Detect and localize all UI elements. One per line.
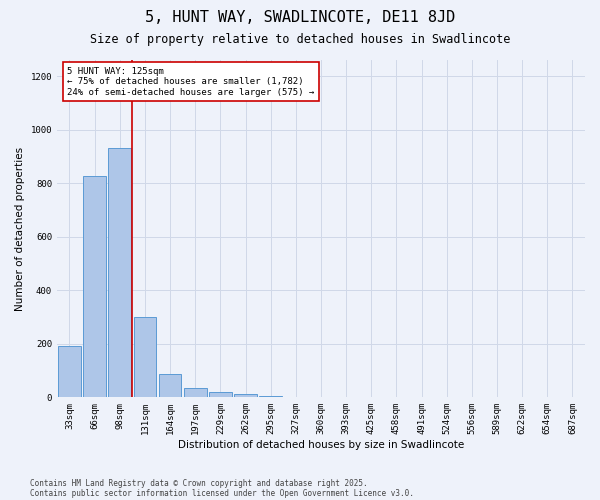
Text: 5 HUNT WAY: 125sqm
← 75% of detached houses are smaller (1,782)
24% of semi-deta: 5 HUNT WAY: 125sqm ← 75% of detached hou… [67, 66, 315, 96]
Bar [159, 374, 181, 398]
Bar [58, 346, 81, 398]
Bar [259, 396, 282, 398]
Bar [109, 148, 131, 398]
Y-axis label: Number of detached properties: Number of detached properties [15, 146, 25, 310]
Bar [234, 394, 257, 398]
Text: Contains HM Land Registry data © Crown copyright and database right 2025.: Contains HM Land Registry data © Crown c… [30, 478, 368, 488]
X-axis label: Distribution of detached houses by size in Swadlincote: Distribution of detached houses by size … [178, 440, 464, 450]
Text: Contains public sector information licensed under the Open Government Licence v3: Contains public sector information licen… [30, 488, 414, 498]
Bar [184, 388, 206, 398]
Bar [83, 176, 106, 398]
Text: 5, HUNT WAY, SWADLINCOTE, DE11 8JD: 5, HUNT WAY, SWADLINCOTE, DE11 8JD [145, 10, 455, 25]
Bar [134, 317, 156, 398]
Bar [310, 397, 332, 398]
Bar [209, 392, 232, 398]
Bar [284, 396, 307, 398]
Text: Size of property relative to detached houses in Swadlincote: Size of property relative to detached ho… [90, 32, 510, 46]
